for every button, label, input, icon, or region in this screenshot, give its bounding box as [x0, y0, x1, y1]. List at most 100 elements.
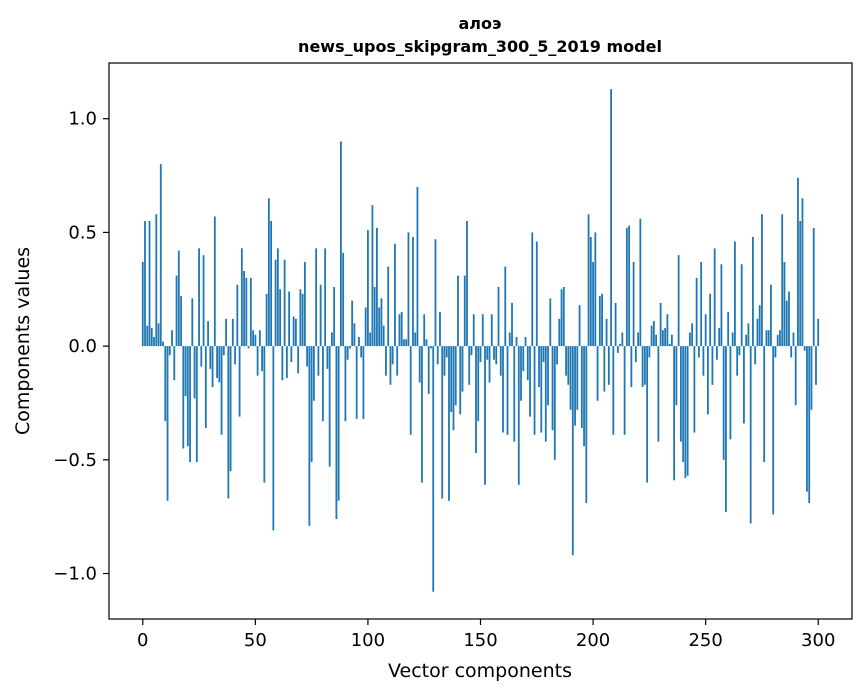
bar	[481, 314, 484, 347]
bar	[803, 346, 806, 351]
x-tick-label: 200	[576, 630, 610, 651]
bar	[378, 307, 381, 347]
bar	[596, 346, 599, 401]
y-tick-label: −0.5	[53, 450, 97, 471]
bar	[549, 298, 552, 347]
bar	[459, 346, 462, 415]
bar	[477, 346, 480, 422]
bar	[144, 221, 146, 347]
bar	[585, 346, 588, 504]
bar	[418, 346, 421, 383]
bar	[679, 346, 682, 442]
x-tick-label: 300	[801, 630, 835, 651]
bar	[684, 346, 687, 479]
bar	[349, 346, 351, 349]
bar	[749, 346, 752, 524]
bar	[794, 346, 797, 406]
x-tick-label: 100	[351, 630, 385, 651]
bar	[439, 312, 441, 347]
bar	[578, 305, 581, 347]
bar	[171, 330, 173, 347]
bar	[652, 321, 655, 347]
bar	[434, 239, 437, 347]
bar	[758, 305, 761, 347]
bar	[695, 277, 698, 347]
bar	[743, 346, 745, 424]
bar	[412, 236, 414, 347]
bar	[150, 327, 153, 347]
bar	[538, 346, 540, 388]
bar	[285, 346, 288, 378]
bar	[448, 346, 450, 501]
bar	[533, 346, 536, 435]
bar	[693, 346, 696, 433]
bar	[425, 339, 428, 347]
bar	[641, 346, 644, 388]
bar	[166, 346, 169, 501]
bar	[808, 346, 811, 504]
bar	[515, 337, 518, 347]
bar	[698, 346, 700, 358]
bar	[747, 323, 750, 347]
bar	[605, 318, 608, 347]
bar	[511, 302, 513, 347]
bar	[616, 346, 619, 353]
bar	[558, 318, 561, 347]
bar	[216, 346, 218, 378]
y-tick-label: 0.0	[68, 336, 97, 357]
bar	[815, 346, 817, 385]
bar	[691, 323, 694, 347]
bar	[288, 291, 291, 347]
bar	[162, 341, 164, 347]
bar	[587, 214, 590, 347]
bar	[256, 346, 259, 376]
bar	[508, 332, 511, 347]
bar	[598, 296, 601, 347]
bar	[486, 346, 489, 360]
bar	[421, 346, 423, 483]
bar	[810, 346, 813, 410]
bar	[601, 293, 603, 347]
bar	[198, 248, 200, 347]
bar	[551, 346, 554, 431]
bar	[556, 346, 558, 365]
bar	[299, 289, 302, 347]
bar	[812, 227, 815, 347]
bar	[400, 312, 403, 347]
bar	[292, 316, 295, 347]
bar	[445, 346, 448, 358]
bar	[312, 346, 315, 401]
bar	[283, 259, 286, 347]
bar	[779, 330, 781, 347]
bar	[745, 334, 748, 347]
bar	[328, 346, 331, 467]
x-axis-label: Vector components	[388, 660, 572, 682]
bar	[398, 314, 401, 347]
bar	[326, 346, 329, 369]
bar	[346, 346, 349, 360]
bar	[403, 339, 405, 347]
bar	[436, 346, 439, 365]
bar	[484, 346, 486, 485]
bar	[463, 275, 466, 347]
bar	[472, 314, 475, 347]
bar	[468, 346, 471, 385]
bar	[387, 266, 390, 347]
bar	[155, 214, 158, 347]
bar	[466, 221, 468, 347]
bar	[772, 346, 775, 515]
y-axis: −1.0 −0.5 0.0 0.5 1.0	[53, 109, 109, 585]
bar	[297, 346, 300, 374]
bar	[677, 255, 680, 347]
bar	[270, 221, 273, 347]
bar	[204, 346, 207, 428]
bar	[817, 318, 820, 347]
y-tick-label: 1.0	[68, 109, 97, 130]
bar	[562, 286, 565, 347]
bar	[475, 346, 477, 453]
bar	[801, 198, 804, 347]
bar	[646, 346, 649, 483]
bar	[740, 264, 743, 347]
bar	[470, 346, 473, 356]
